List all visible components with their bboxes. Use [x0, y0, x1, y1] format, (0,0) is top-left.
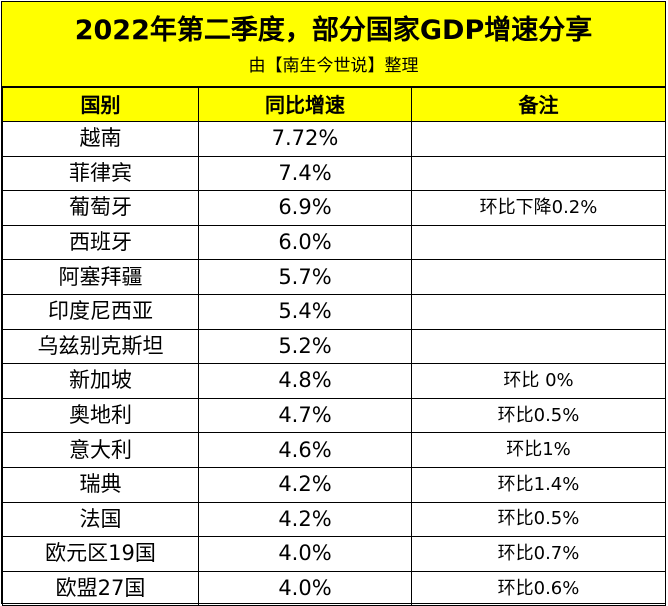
country-cell: 菲律宾: [2, 155, 199, 192]
page-subtitle: 由【南生今世说】整理: [248, 56, 419, 76]
growth-cell: 4.2%: [198, 501, 412, 538]
growth-cell: 6.0%: [198, 224, 412, 261]
growth-cell: 4.6%: [198, 432, 412, 468]
gdp-table: 国别 同比增速 备注 越南 7.72% 菲律宾 7.4% 葡萄牙 6.9% 环比…: [2, 87, 666, 606]
country-cell: 瑞典: [2, 466, 199, 503]
note-cell: 环比 0%: [411, 363, 666, 399]
country-cell: 欧元区19国: [2, 536, 199, 572]
note-cell: 环比0.6%: [411, 570, 666, 606]
note-cell: [411, 224, 666, 261]
table-row: 越南 7.72%: [2, 121, 666, 157]
note-cell: [411, 328, 666, 365]
growth-cell: 7.4%: [198, 155, 412, 192]
table-row: 阿塞拜疆 5.7%: [2, 259, 666, 295]
table-row: 法国 4.2% 环比0.5%: [2, 501, 666, 538]
growth-cell: 4.0%: [198, 536, 412, 572]
note-cell: [411, 155, 666, 192]
growth-cell: 4.0%: [198, 570, 412, 606]
country-cell: 葡萄牙: [2, 190, 199, 226]
table-row: 瑞典 4.2% 环比1.4%: [2, 466, 666, 503]
growth-cell: 5.7%: [198, 259, 412, 295]
note-cell: 环比0.5%: [411, 397, 666, 434]
country-cell: 法国: [2, 501, 199, 538]
table-row: 欧元区19国 4.0% 环比0.7%: [2, 536, 666, 572]
table-row: 奥地利 4.7% 环比0.5%: [2, 397, 666, 434]
note-cell: [411, 293, 666, 330]
note-cell: 环比下降0.2%: [411, 190, 666, 226]
header-country: 国别: [2, 87, 199, 122]
country-cell: 奥地利: [2, 397, 199, 434]
country-cell: 印度尼西亚: [2, 293, 199, 330]
growth-cell: 5.2%: [198, 328, 412, 365]
page-title: 2022年第二季度，部分国家GDP增速分享: [74, 15, 593, 46]
note-cell: [411, 121, 666, 157]
country-cell: 乌兹别克斯坦: [2, 328, 199, 365]
country-cell: 越南: [2, 121, 199, 157]
table-row: 菲律宾 7.4%: [2, 155, 666, 192]
country-cell: 新加坡: [2, 363, 199, 399]
country-cell: 阿塞拜疆: [2, 259, 199, 295]
growth-cell: 4.7%: [198, 397, 412, 434]
table-body: 越南 7.72% 菲律宾 7.4% 葡萄牙 6.9% 环比下降0.2% 西班牙 …: [2, 121, 666, 606]
growth-cell: 4.8%: [198, 363, 412, 399]
header-note: 备注: [411, 87, 666, 122]
growth-cell: 6.9%: [198, 190, 412, 226]
table-row: 乌兹别克斯坦 5.2%: [2, 328, 666, 365]
note-cell: 环比1%: [411, 432, 666, 468]
note-cell: 环比0.7%: [411, 536, 666, 572]
note-cell: 环比0.5%: [411, 501, 666, 538]
header-growth: 同比增速: [198, 87, 412, 122]
country-cell: 欧盟27国: [2, 570, 199, 606]
table-header-row: 国别 同比增速 备注: [2, 87, 666, 122]
title-block: 2022年第二季度，部分国家GDP增速分享 由【南生今世说】整理: [2, 2, 665, 87]
growth-cell: 5.4%: [198, 293, 412, 330]
table-row: 意大利 4.6% 环比1%: [2, 432, 666, 468]
table-row: 新加坡 4.8% 环比 0%: [2, 363, 666, 399]
country-cell: 西班牙: [2, 224, 199, 261]
note-cell: 环比1.4%: [411, 466, 666, 503]
table-row: 西班牙 6.0%: [2, 224, 666, 261]
table-row: 欧盟27国 4.0% 环比0.6%: [2, 570, 666, 606]
country-cell: 意大利: [2, 432, 199, 468]
note-cell: [411, 259, 666, 295]
growth-cell: 4.2%: [198, 466, 412, 503]
growth-cell: 7.72%: [198, 121, 412, 157]
table-row: 葡萄牙 6.9% 环比下降0.2%: [2, 190, 666, 226]
table-row: 印度尼西亚 5.4%: [2, 293, 666, 330]
